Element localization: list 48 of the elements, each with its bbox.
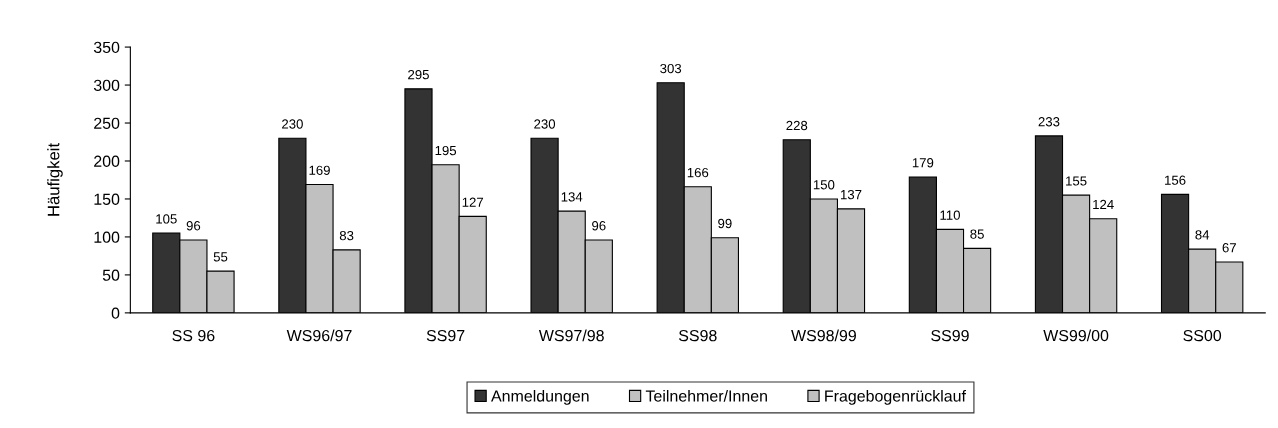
data-label: 295 (408, 69, 429, 80)
data-label: 124 (1093, 199, 1114, 210)
x-tick-label: WS97/98 (538, 329, 604, 342)
data-label: 303 (660, 63, 682, 74)
data-label: 150 (813, 180, 835, 190)
y-tick-label: 250 (94, 117, 120, 129)
data-label: 110 (940, 210, 960, 220)
data-label: 195 (435, 145, 457, 156)
data-label: 67 (1222, 243, 1236, 253)
y-tick-label: 350 (93, 41, 120, 54)
data-label: 179 (912, 158, 934, 168)
data-label: 137 (840, 189, 862, 200)
y-tick-label: 0 (111, 307, 120, 319)
data-label: 96 (592, 221, 606, 231)
data-label: 230 (282, 119, 303, 129)
data-label: 166 (687, 167, 709, 178)
y-tick-label: 200 (94, 155, 120, 167)
data-label: 230 (534, 119, 556, 129)
x-tick-label: WS96/97 (286, 329, 352, 342)
y-axis-title: Häufigkeit (47, 143, 63, 216)
legend-label: Anmeldungen (491, 389, 589, 405)
x-tick-label: SS97 (426, 329, 465, 342)
data-label: 127 (462, 197, 484, 207)
data-label: 99 (718, 218, 732, 229)
x-tick-label: WS99/00 (1043, 329, 1109, 342)
x-tick-label: SS 96 (172, 329, 215, 342)
data-label: 85 (970, 229, 984, 239)
x-tick-label: SS99 (931, 329, 969, 342)
legend-label: Fragebogenrücklauf (825, 389, 966, 405)
data-label: 55 (213, 252, 228, 262)
y-tick-label: 50 (102, 269, 120, 281)
y-tick-label: 300 (93, 79, 120, 91)
data-label: 83 (339, 230, 354, 241)
data-label: 228 (786, 120, 808, 131)
y-tick-label: 100 (94, 231, 120, 243)
data-label: 233 (1038, 117, 1060, 127)
data-label: 156 (1165, 175, 1186, 185)
data-label: 105 (156, 214, 177, 224)
x-tick-label: WS98/99 (791, 329, 856, 342)
x-tick-label: SS00 (1183, 329, 1222, 342)
data-label: 134 (561, 192, 583, 202)
data-label: 169 (309, 165, 330, 175)
data-label: 155 (1066, 176, 1087, 186)
y-tick-label: 150 (94, 193, 120, 205)
data-label: 84 (1195, 230, 1210, 240)
legend-label: Teilnehmer/Innen (645, 389, 767, 402)
data-label: 96 (186, 221, 201, 231)
x-tick-label: SS98 (678, 329, 717, 342)
